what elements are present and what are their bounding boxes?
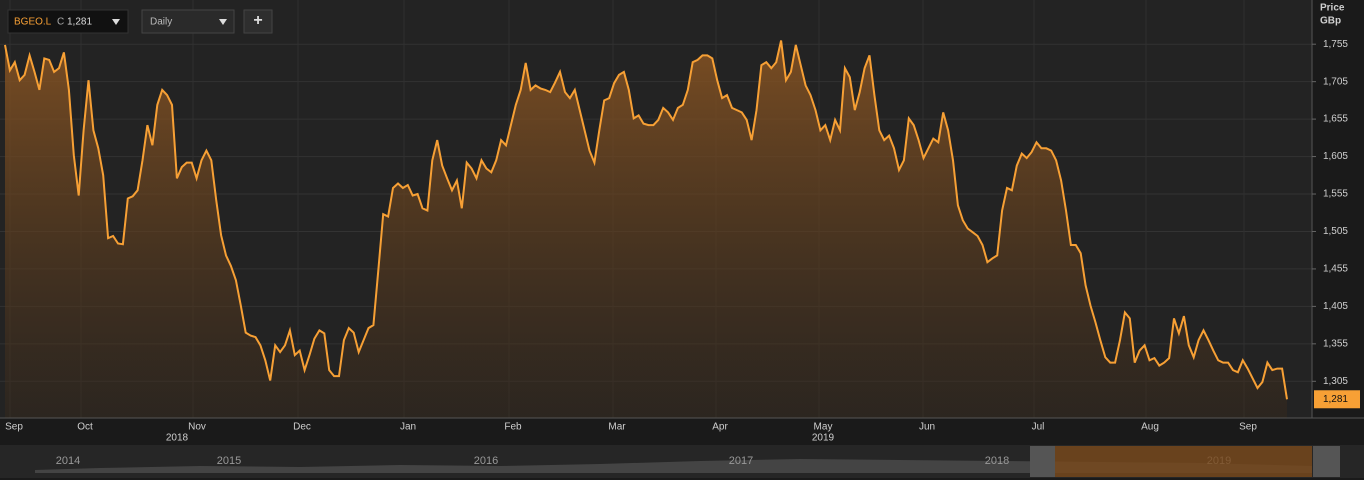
y-tick-label: 1,555 bbox=[1323, 189, 1348, 200]
navigator-handle[interactable] bbox=[1030, 446, 1055, 477]
y-tick-label: 1,705 bbox=[1323, 76, 1348, 87]
x-tick-label: Mar bbox=[608, 422, 626, 433]
add-button[interactable] bbox=[243, 9, 273, 34]
year-label: 2019 bbox=[812, 433, 835, 444]
navigator-year: 2014 bbox=[56, 455, 80, 467]
y-axis-unit: GBp bbox=[1320, 16, 1341, 27]
dropdown-arrow bbox=[112, 19, 120, 25]
x-tick-label: Sep bbox=[5, 422, 23, 433]
navigator-year: 2016 bbox=[474, 455, 498, 467]
x-tick-label: May bbox=[814, 422, 833, 433]
y-tick-label: 1,355 bbox=[1323, 338, 1348, 349]
dropdown-arrow bbox=[219, 19, 227, 25]
x-tick-label: Aug bbox=[1141, 422, 1159, 433]
navigator-year: 2017 bbox=[729, 455, 753, 467]
interval: Daily bbox=[150, 17, 172, 28]
y-tick-label: 1,455 bbox=[1323, 264, 1348, 275]
y-tick-label: 1,755 bbox=[1323, 39, 1348, 50]
navigator-year: 2018 bbox=[985, 455, 1009, 467]
add-icon: + bbox=[253, 12, 262, 29]
navigator-window[interactable] bbox=[1030, 446, 1312, 477]
y-axis-label: Price bbox=[1320, 3, 1345, 14]
x-tick-label: Apr bbox=[712, 422, 728, 433]
navigator-silhouette bbox=[35, 459, 1312, 473]
x-tick-label: Jun bbox=[919, 422, 935, 433]
close-prefix: C bbox=[57, 17, 64, 28]
symbol-box[interactable] bbox=[7, 9, 129, 34]
x-tick-label: Feb bbox=[504, 422, 522, 433]
navigator-year: 2015 bbox=[217, 455, 241, 467]
y-tick-label: 1,405 bbox=[1323, 301, 1348, 312]
x-tick-label: Jul bbox=[1032, 422, 1045, 433]
area bbox=[5, 40, 1287, 418]
year-label: 2018 bbox=[166, 433, 189, 444]
close-price: 1,281 bbox=[67, 17, 92, 28]
y-tick-label: 1,605 bbox=[1323, 151, 1348, 162]
price-tag bbox=[1314, 390, 1360, 409]
x-tick-label: Oct bbox=[77, 422, 93, 433]
line bbox=[4, 40, 1288, 400]
x-tick-label: Dec bbox=[293, 422, 311, 433]
navigator-handle[interactable] bbox=[1313, 446, 1340, 477]
price-tag-label: 1,281 bbox=[1323, 394, 1348, 405]
marks bbox=[4, 40, 1288, 418]
x-tick-label: Nov bbox=[188, 422, 206, 433]
x-tick-label: Jan bbox=[400, 422, 416, 433]
y-tick-label: 1,655 bbox=[1323, 114, 1348, 125]
x-tick-label: Sep bbox=[1239, 422, 1257, 433]
interval-box[interactable] bbox=[141, 9, 235, 34]
y-tick-label: 1,305 bbox=[1323, 376, 1348, 387]
symbol: BGEO.L bbox=[14, 17, 52, 28]
y-tick-label: 1,505 bbox=[1323, 226, 1348, 237]
